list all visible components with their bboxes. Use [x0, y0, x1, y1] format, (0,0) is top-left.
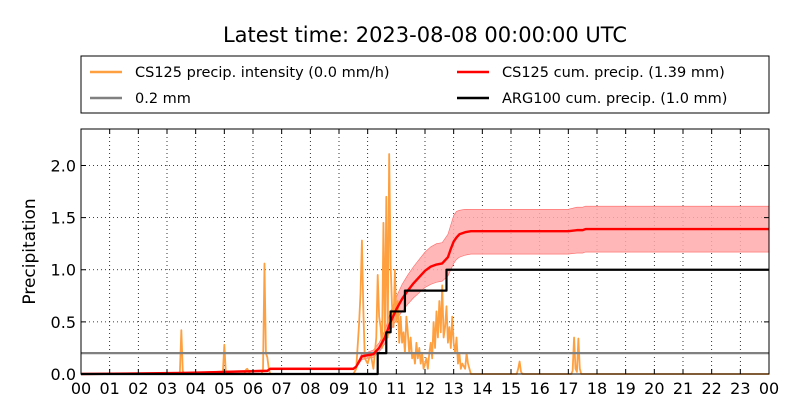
x-tick-label: 21	[673, 379, 693, 398]
x-tick-label: 03	[157, 379, 177, 398]
x-tick-label: 00	[759, 379, 779, 398]
legend-item-cs125-intensity: CS125 precip. intensity (0.0 mm/h)	[90, 65, 390, 81]
y-tick-label: 0.0	[51, 365, 76, 384]
arg100-cumulative-line	[81, 268, 769, 376]
x-tick-label: 14	[472, 379, 492, 398]
x-tick-label: 11	[386, 379, 406, 398]
legend-label: CS125 precip. intensity (0.0 mm/h)	[135, 65, 390, 81]
x-tick-label: 08	[300, 379, 320, 398]
x-tick-label: 15	[501, 379, 521, 398]
x-tick-label: 00	[71, 379, 91, 398]
x-tick-label: 05	[214, 379, 234, 398]
legend-item-threshold: 0.2 mm	[90, 91, 191, 107]
x-tick-label: 23	[730, 379, 750, 398]
y-tick-label: 0.5	[51, 313, 76, 332]
x-tick-label: 18	[587, 379, 607, 398]
x-tick-label: 13	[443, 379, 463, 398]
y-tick-label: 2.0	[51, 156, 76, 175]
chart-title: Latest time: 2023-08-08 00:00:00 UTC	[223, 23, 627, 47]
plot-area: 00 01 02 03 04 05 06 07 08 09 10 11 12 13 14 15 16 17 18 19…	[51, 128, 779, 398]
x-tick-label: 06	[243, 379, 263, 398]
x-tick-label: 17	[558, 379, 578, 398]
legend-frame	[80, 55, 770, 114]
legend-item-cs125-cumulative: CS125 cum. precip. (1.39 mm)	[457, 65, 725, 81]
cs125-intensity-line	[81, 153, 769, 375]
x-tick-label: 10	[357, 379, 377, 398]
x-tick-label: 01	[99, 379, 119, 398]
cs125-cumulative-line	[80, 227, 769, 376]
chart-legend: CS125 precip. intensity (0.0 mm/h) 0.2 mm…	[80, 55, 770, 114]
x-tick-label: 20	[644, 379, 664, 398]
x-tick-label: 04	[185, 379, 205, 398]
x-tick-label: 16	[529, 379, 549, 398]
x-tick-label: 07	[271, 379, 291, 398]
y-tick-label: 1.0	[51, 261, 76, 280]
x-tick-label: 02	[128, 379, 148, 398]
legend-label: ARG100 cum. precip. (1.0 mm)	[502, 91, 727, 107]
x-tick-label: 09	[329, 379, 349, 398]
legend-label: CS125 cum. precip. (1.39 mm)	[502, 65, 725, 81]
legend-label: 0.2 mm	[135, 91, 191, 107]
y-tick-label: 1.5	[51, 209, 76, 228]
x-tick-label: 19	[615, 379, 635, 398]
legend-item-arg100-cumulative: ARG100 cum. precip. (1.0 mm)	[457, 91, 727, 107]
y-axis-label: Precipitation	[20, 198, 40, 304]
x-tick-label: 22	[701, 379, 721, 398]
x-tick-label: 12	[415, 379, 435, 398]
